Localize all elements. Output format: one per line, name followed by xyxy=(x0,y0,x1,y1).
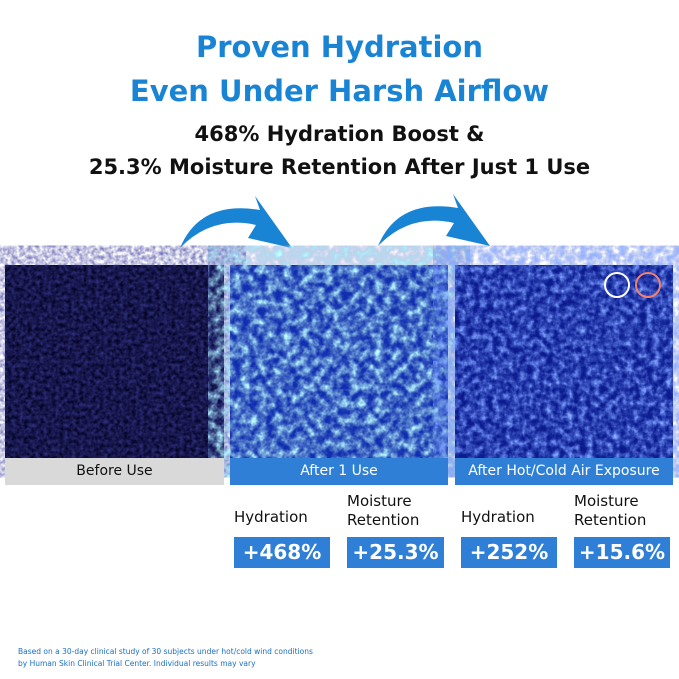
image-texture xyxy=(5,265,224,458)
stat-label: Hydration xyxy=(461,508,535,526)
stat-label: Retention xyxy=(347,511,420,529)
panel-label: Before Use xyxy=(5,458,224,485)
icon-hot xyxy=(635,272,661,298)
stat-value: +15.6% xyxy=(574,537,670,568)
arrow xyxy=(378,194,490,246)
stat-label: Hydration xyxy=(234,508,308,526)
stat-value: +468% xyxy=(234,537,330,568)
title-line: Even Under Harsh Airflow xyxy=(129,74,550,108)
stat-label: Moisture xyxy=(574,492,639,510)
stat-label: Moisture xyxy=(347,492,412,510)
stat-value: +25.3% xyxy=(347,537,444,568)
image-texture xyxy=(455,265,673,458)
image-texture xyxy=(230,265,448,458)
footnote: Based on a 30-day clinical study of 30 s… xyxy=(18,647,313,656)
subtitle-line: 25.3% Moisture Retention After Just 1 Us… xyxy=(88,155,591,179)
icon-cold xyxy=(604,272,630,298)
panel-label: After 1 Use xyxy=(230,458,448,485)
arrow xyxy=(180,196,292,248)
panel-label: After Hot/Cold Air Exposure xyxy=(455,458,673,485)
subtitle-line: 468% Hydration Boost & xyxy=(194,122,485,146)
footnote: by Human Skin Clinical Trial Center. Ind… xyxy=(18,659,256,668)
stat-label: Retention xyxy=(574,511,647,529)
stat-value: +252% xyxy=(461,537,557,568)
title-line: Proven Hydration xyxy=(196,30,483,64)
